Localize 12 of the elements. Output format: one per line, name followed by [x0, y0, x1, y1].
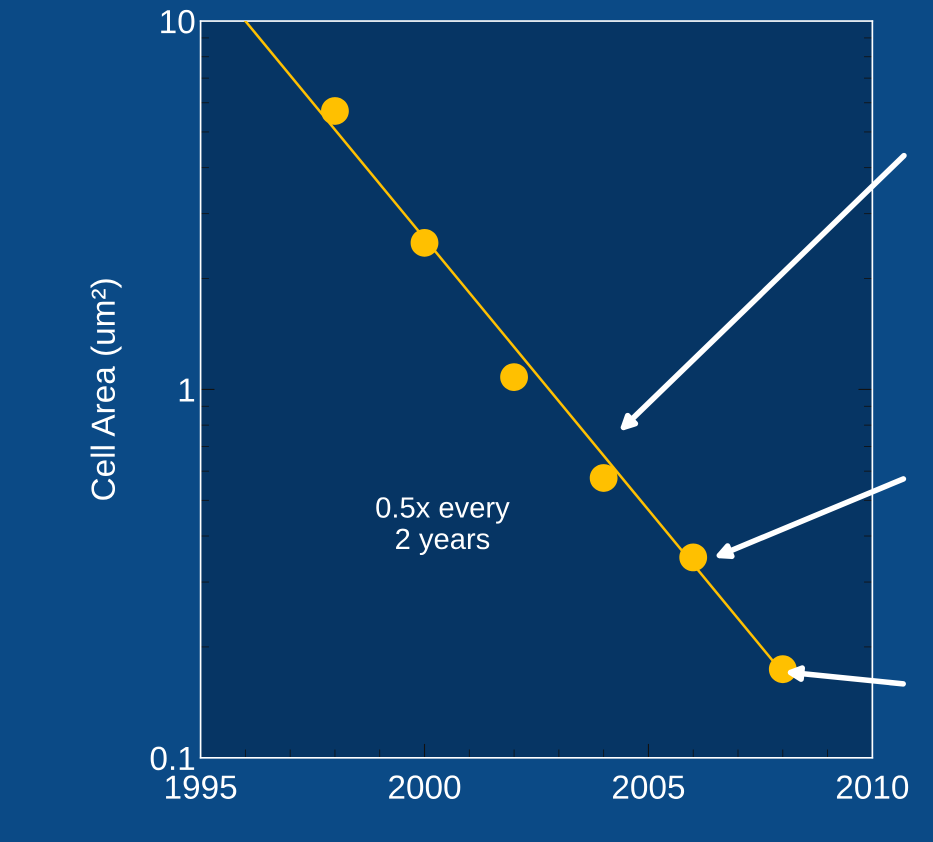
y-axis-title: Cell Area (um²) — [90, 279, 122, 500]
point — [590, 464, 618, 492]
x-tick-label: 2000 — [389, 775, 460, 799]
x-tick-label: 2005 — [613, 775, 684, 799]
annotation: 0.5x every 2 years — [376, 497, 510, 556]
point — [321, 97, 349, 125]
y-tick-label: 1 — [180, 378, 194, 402]
y-tick-label: 10 — [161, 10, 194, 34]
y-tick-label: 0.1 — [150, 746, 194, 770]
point — [500, 363, 528, 391]
x-tick-label: 2010 — [836, 775, 908, 799]
x-tick-label: 1995 — [166, 775, 236, 799]
